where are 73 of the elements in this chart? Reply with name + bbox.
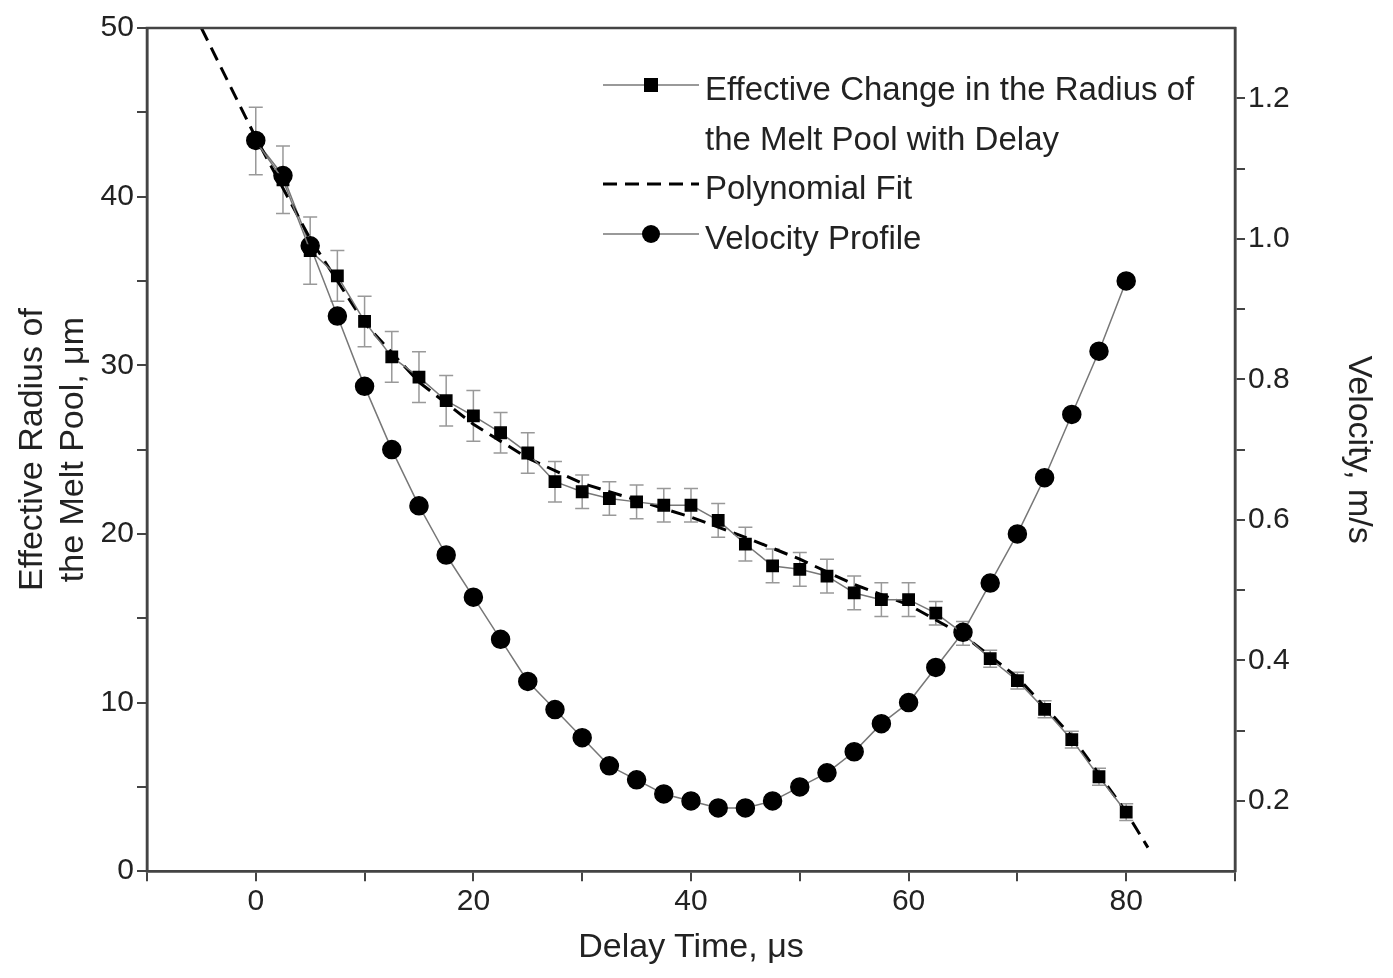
y2-tick-label: 0.8: [1248, 360, 1290, 394]
y-tick-label: 50: [100, 9, 134, 43]
point: [817, 763, 837, 783]
y2-tick-label: 0.4: [1248, 641, 1290, 675]
point: [1089, 341, 1109, 361]
point: [790, 777, 810, 797]
point: [385, 350, 399, 364]
point: [436, 545, 456, 565]
y-axis-title: Effective Radius of the Melt Pool, μm: [10, 307, 90, 592]
point: [926, 657, 946, 678]
point: [330, 269, 344, 283]
point: [684, 498, 698, 512]
point: [1062, 404, 1082, 425]
point: [521, 446, 535, 460]
point: [545, 699, 565, 720]
point: [409, 496, 429, 516]
y2-axis-title: Velocity, m/s: [1342, 355, 1381, 544]
y-tick-label: 20: [100, 515, 134, 549]
point: [929, 606, 943, 620]
point: [466, 409, 480, 423]
point: [548, 475, 562, 489]
y2-tick-label: 0.2: [1248, 782, 1290, 816]
point: [902, 593, 915, 607]
point: [708, 798, 728, 818]
point: [738, 537, 752, 551]
point: [793, 562, 807, 576]
x-tick-label: 20: [456, 883, 491, 917]
y2-tick-label: 1.2: [1248, 79, 1290, 113]
point: [626, 770, 647, 790]
point: [572, 727, 592, 748]
point: [735, 798, 756, 818]
point: [980, 573, 1000, 593]
point: [630, 495, 643, 509]
point: [874, 593, 888, 607]
legend-label: Polynomial Fit: [705, 168, 913, 208]
point: [681, 791, 701, 811]
point: [766, 559, 779, 573]
point: [354, 376, 375, 397]
y-tick-label: 30: [100, 346, 134, 380]
y2-tick-label: 0.6: [1248, 501, 1290, 535]
point: [490, 629, 511, 650]
y-tick-label: 40: [100, 177, 134, 211]
point: [602, 492, 616, 505]
point: [1116, 271, 1136, 291]
x-axis-title: Delay Time, μs: [578, 925, 804, 964]
x-tick-label: 0: [247, 883, 265, 917]
point: [711, 514, 725, 527]
point: [1007, 524, 1028, 544]
point: [463, 587, 484, 607]
point: [518, 671, 538, 692]
point: [327, 306, 348, 326]
y2-tick-label: 1.0: [1248, 220, 1290, 254]
legend-label: Effective Change in the Radius of the Melt Pool with Delay: [705, 69, 1195, 159]
point: [358, 315, 371, 328]
x-tick-label: 40: [674, 883, 708, 917]
point: [575, 485, 589, 499]
y-tick-label: 10: [100, 683, 134, 717]
point: [599, 756, 620, 776]
point: [494, 426, 507, 440]
point: [1034, 467, 1055, 488]
point: [439, 394, 453, 408]
point: [898, 692, 919, 713]
point: [844, 742, 864, 762]
point: [657, 498, 671, 512]
legend-label: Velocity Profile: [705, 217, 922, 258]
point: [654, 784, 674, 804]
x-tick-label: 80: [1109, 883, 1143, 917]
point: [871, 713, 892, 734]
point: [847, 586, 861, 600]
y-tick-label: 0: [117, 852, 134, 886]
point: [382, 439, 402, 460]
point: [762, 791, 783, 811]
x-tick-label: 60: [891, 883, 926, 917]
